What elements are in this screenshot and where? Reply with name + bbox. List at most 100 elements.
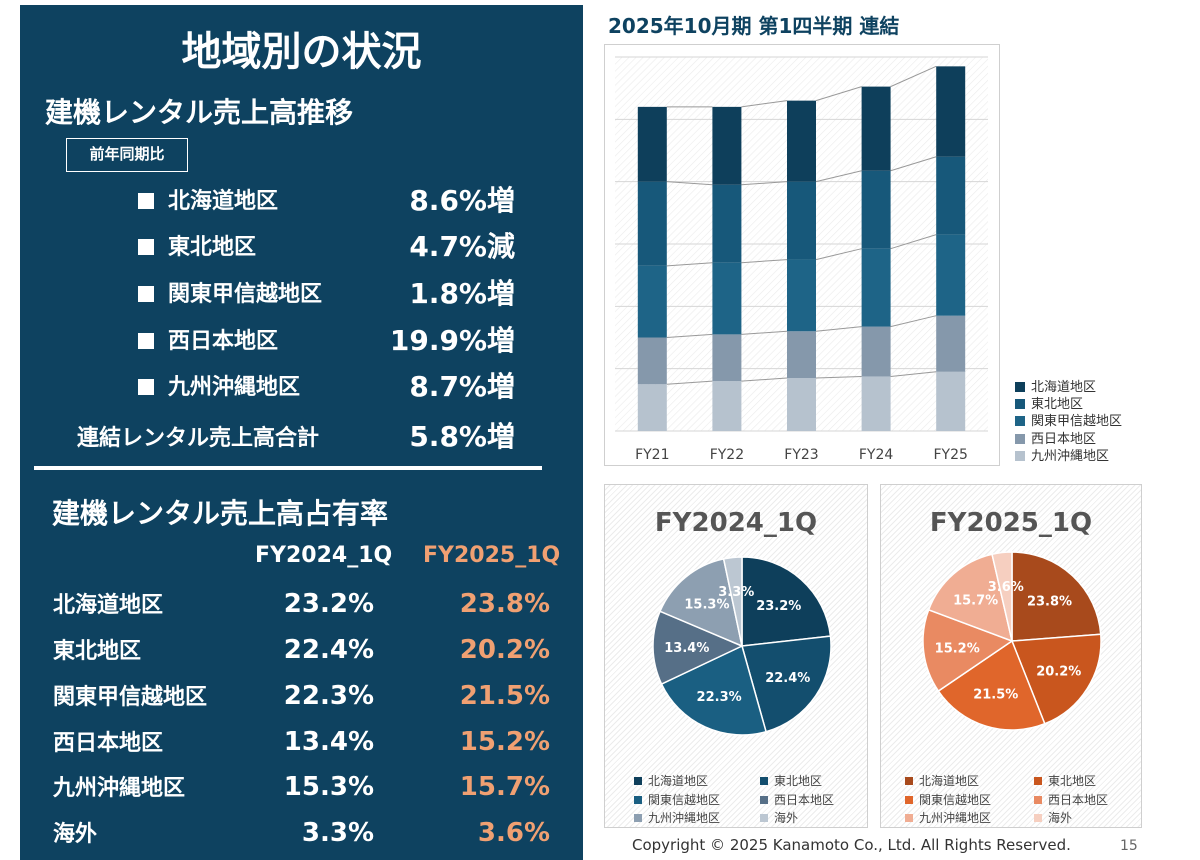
bar-segment bbox=[637, 265, 667, 338]
pie-data-label: 22.3% bbox=[697, 690, 742, 705]
legend-item: 東北地区 bbox=[1015, 393, 1083, 412]
bullet-square-icon bbox=[138, 379, 154, 395]
legend-item: 西日本地区 bbox=[1015, 428, 1096, 447]
share-row-label: 関東甲信越地区 bbox=[53, 685, 208, 710]
legend-item: 西日本地区 bbox=[760, 791, 834, 808]
bullet-square-icon bbox=[138, 333, 154, 349]
bar-segment bbox=[787, 259, 816, 332]
legend-label: 九州沖縄地区 bbox=[1031, 449, 1110, 464]
legend-swatch bbox=[1034, 777, 1042, 785]
share-row-label: 東北地区 bbox=[53, 639, 142, 664]
growth-value-kyushu: 8.7%増 bbox=[409, 370, 515, 403]
legend-swatch bbox=[1034, 796, 1042, 804]
legend-swatch bbox=[1034, 814, 1042, 822]
growth-value-hokkaido: 8.6%増 bbox=[409, 184, 515, 217]
legend-swatch bbox=[760, 777, 768, 785]
share-value-fy2025: 15.7% bbox=[459, 772, 550, 802]
legend-item: 西日本地区 bbox=[1034, 791, 1108, 808]
x-tick-label: FY21 bbox=[635, 447, 669, 463]
x-tick-label: FY23 bbox=[784, 447, 818, 463]
legend-swatch bbox=[634, 777, 642, 785]
legend-label: 海外 bbox=[774, 811, 799, 825]
bar-segment bbox=[712, 334, 742, 382]
pie-data-label: 15.3% bbox=[684, 597, 729, 612]
legend-label: 北海道地区 bbox=[648, 774, 709, 788]
pie-data-label: 22.4% bbox=[765, 671, 810, 686]
growth-region: 九州沖縄地区 bbox=[168, 375, 301, 400]
legend-item: 海外 bbox=[760, 809, 798, 826]
share-section-title: 建機レンタル売上高占有率 bbox=[52, 497, 389, 530]
legend-swatch bbox=[760, 796, 768, 804]
legend-label: 西日本地区 bbox=[1048, 793, 1109, 807]
bar-segment bbox=[861, 326, 891, 377]
legend-swatch bbox=[1015, 382, 1025, 392]
pie-slice bbox=[922, 608, 1014, 693]
legend-swatch bbox=[1015, 451, 1025, 461]
pie-slice bbox=[741, 556, 832, 647]
legend-item: 関東甲信越地区 bbox=[1015, 410, 1122, 429]
legend-label: 海外 bbox=[1048, 811, 1073, 825]
series-connector bbox=[815, 326, 862, 332]
bar-segment bbox=[936, 66, 966, 157]
legend-swatch bbox=[905, 777, 913, 785]
series-connector bbox=[815, 86, 862, 102]
legend-item: 北海道地区 bbox=[1015, 376, 1096, 395]
legend-item: 北海道地区 bbox=[905, 772, 979, 789]
bar-segment bbox=[637, 106, 667, 182]
bar-segment bbox=[787, 100, 816, 182]
bar-segment bbox=[637, 181, 667, 266]
legend-item: 北海道地区 bbox=[634, 772, 708, 789]
bar-segment bbox=[861, 376, 891, 431]
share-value-fy2025: 15.2% bbox=[459, 727, 550, 757]
legend-label: 西日本地区 bbox=[1031, 432, 1097, 447]
pie-slice bbox=[927, 553, 1014, 643]
share-value-fy2024: 22.3% bbox=[283, 681, 374, 711]
legend-label: 東北地区 bbox=[1048, 774, 1097, 788]
pie-data-label: 15.2% bbox=[935, 642, 980, 657]
legend-item: 関東信越地区 bbox=[634, 791, 720, 808]
legend-item: 海外 bbox=[1034, 809, 1072, 826]
share-value-fy2024: 15.3% bbox=[283, 772, 374, 802]
share-value-fy2025: 21.5% bbox=[459, 681, 550, 711]
bar-segment bbox=[787, 331, 816, 379]
bullet-square-icon bbox=[138, 193, 154, 209]
share-row-label: 西日本地区 bbox=[53, 731, 164, 756]
share-value-fy2024: 23.2% bbox=[283, 589, 374, 619]
share-value-fy2024: 22.4% bbox=[283, 635, 374, 665]
share-value-fy2024: 13.4% bbox=[283, 727, 374, 757]
chart-heading: 2025年10月期 第1四半期 連結 bbox=[608, 14, 900, 38]
legend-item: 関東信越地区 bbox=[905, 791, 991, 808]
bar-segment bbox=[936, 234, 966, 316]
legend-label: 東北地区 bbox=[774, 774, 823, 788]
pie-slice bbox=[1010, 633, 1102, 725]
copyright-footer: Copyright © 2025 Kanamoto Co., Ltd. All … bbox=[632, 836, 1071, 854]
x-tick-label: FY25 bbox=[933, 447, 967, 463]
series-connector bbox=[666, 262, 713, 267]
pie-data-label: 15.7% bbox=[953, 593, 998, 608]
pie-data-label: 23.2% bbox=[756, 599, 801, 614]
series-connector bbox=[666, 380, 713, 385]
pie-slice bbox=[991, 551, 1013, 642]
bar-segment bbox=[787, 181, 816, 260]
pie-slice bbox=[659, 558, 744, 648]
growth-region: 関東甲信越地区 bbox=[168, 282, 323, 307]
series-connector bbox=[741, 181, 788, 186]
pie-slice bbox=[937, 639, 1046, 731]
share-value-fy2025: 20.2% bbox=[459, 635, 550, 665]
pie-slice bbox=[652, 610, 744, 686]
pie-data-label: 21.5% bbox=[973, 688, 1018, 703]
pie-slice bbox=[741, 635, 832, 733]
share-value-fy2024: 3.3% bbox=[301, 818, 374, 848]
series-connector bbox=[815, 375, 862, 379]
pie-slice bbox=[660, 644, 767, 736]
series-connector bbox=[890, 371, 937, 377]
series-connector bbox=[890, 315, 937, 328]
series-connector bbox=[741, 100, 788, 108]
legend-swatch bbox=[1015, 434, 1025, 444]
bar-segment bbox=[712, 106, 742, 185]
legend-item: 九州沖縄地区 bbox=[634, 809, 720, 826]
bullet-square-icon bbox=[138, 239, 154, 255]
pie-slice bbox=[1011, 551, 1102, 642]
yoy-label-box: 前年同期比 bbox=[66, 138, 188, 172]
